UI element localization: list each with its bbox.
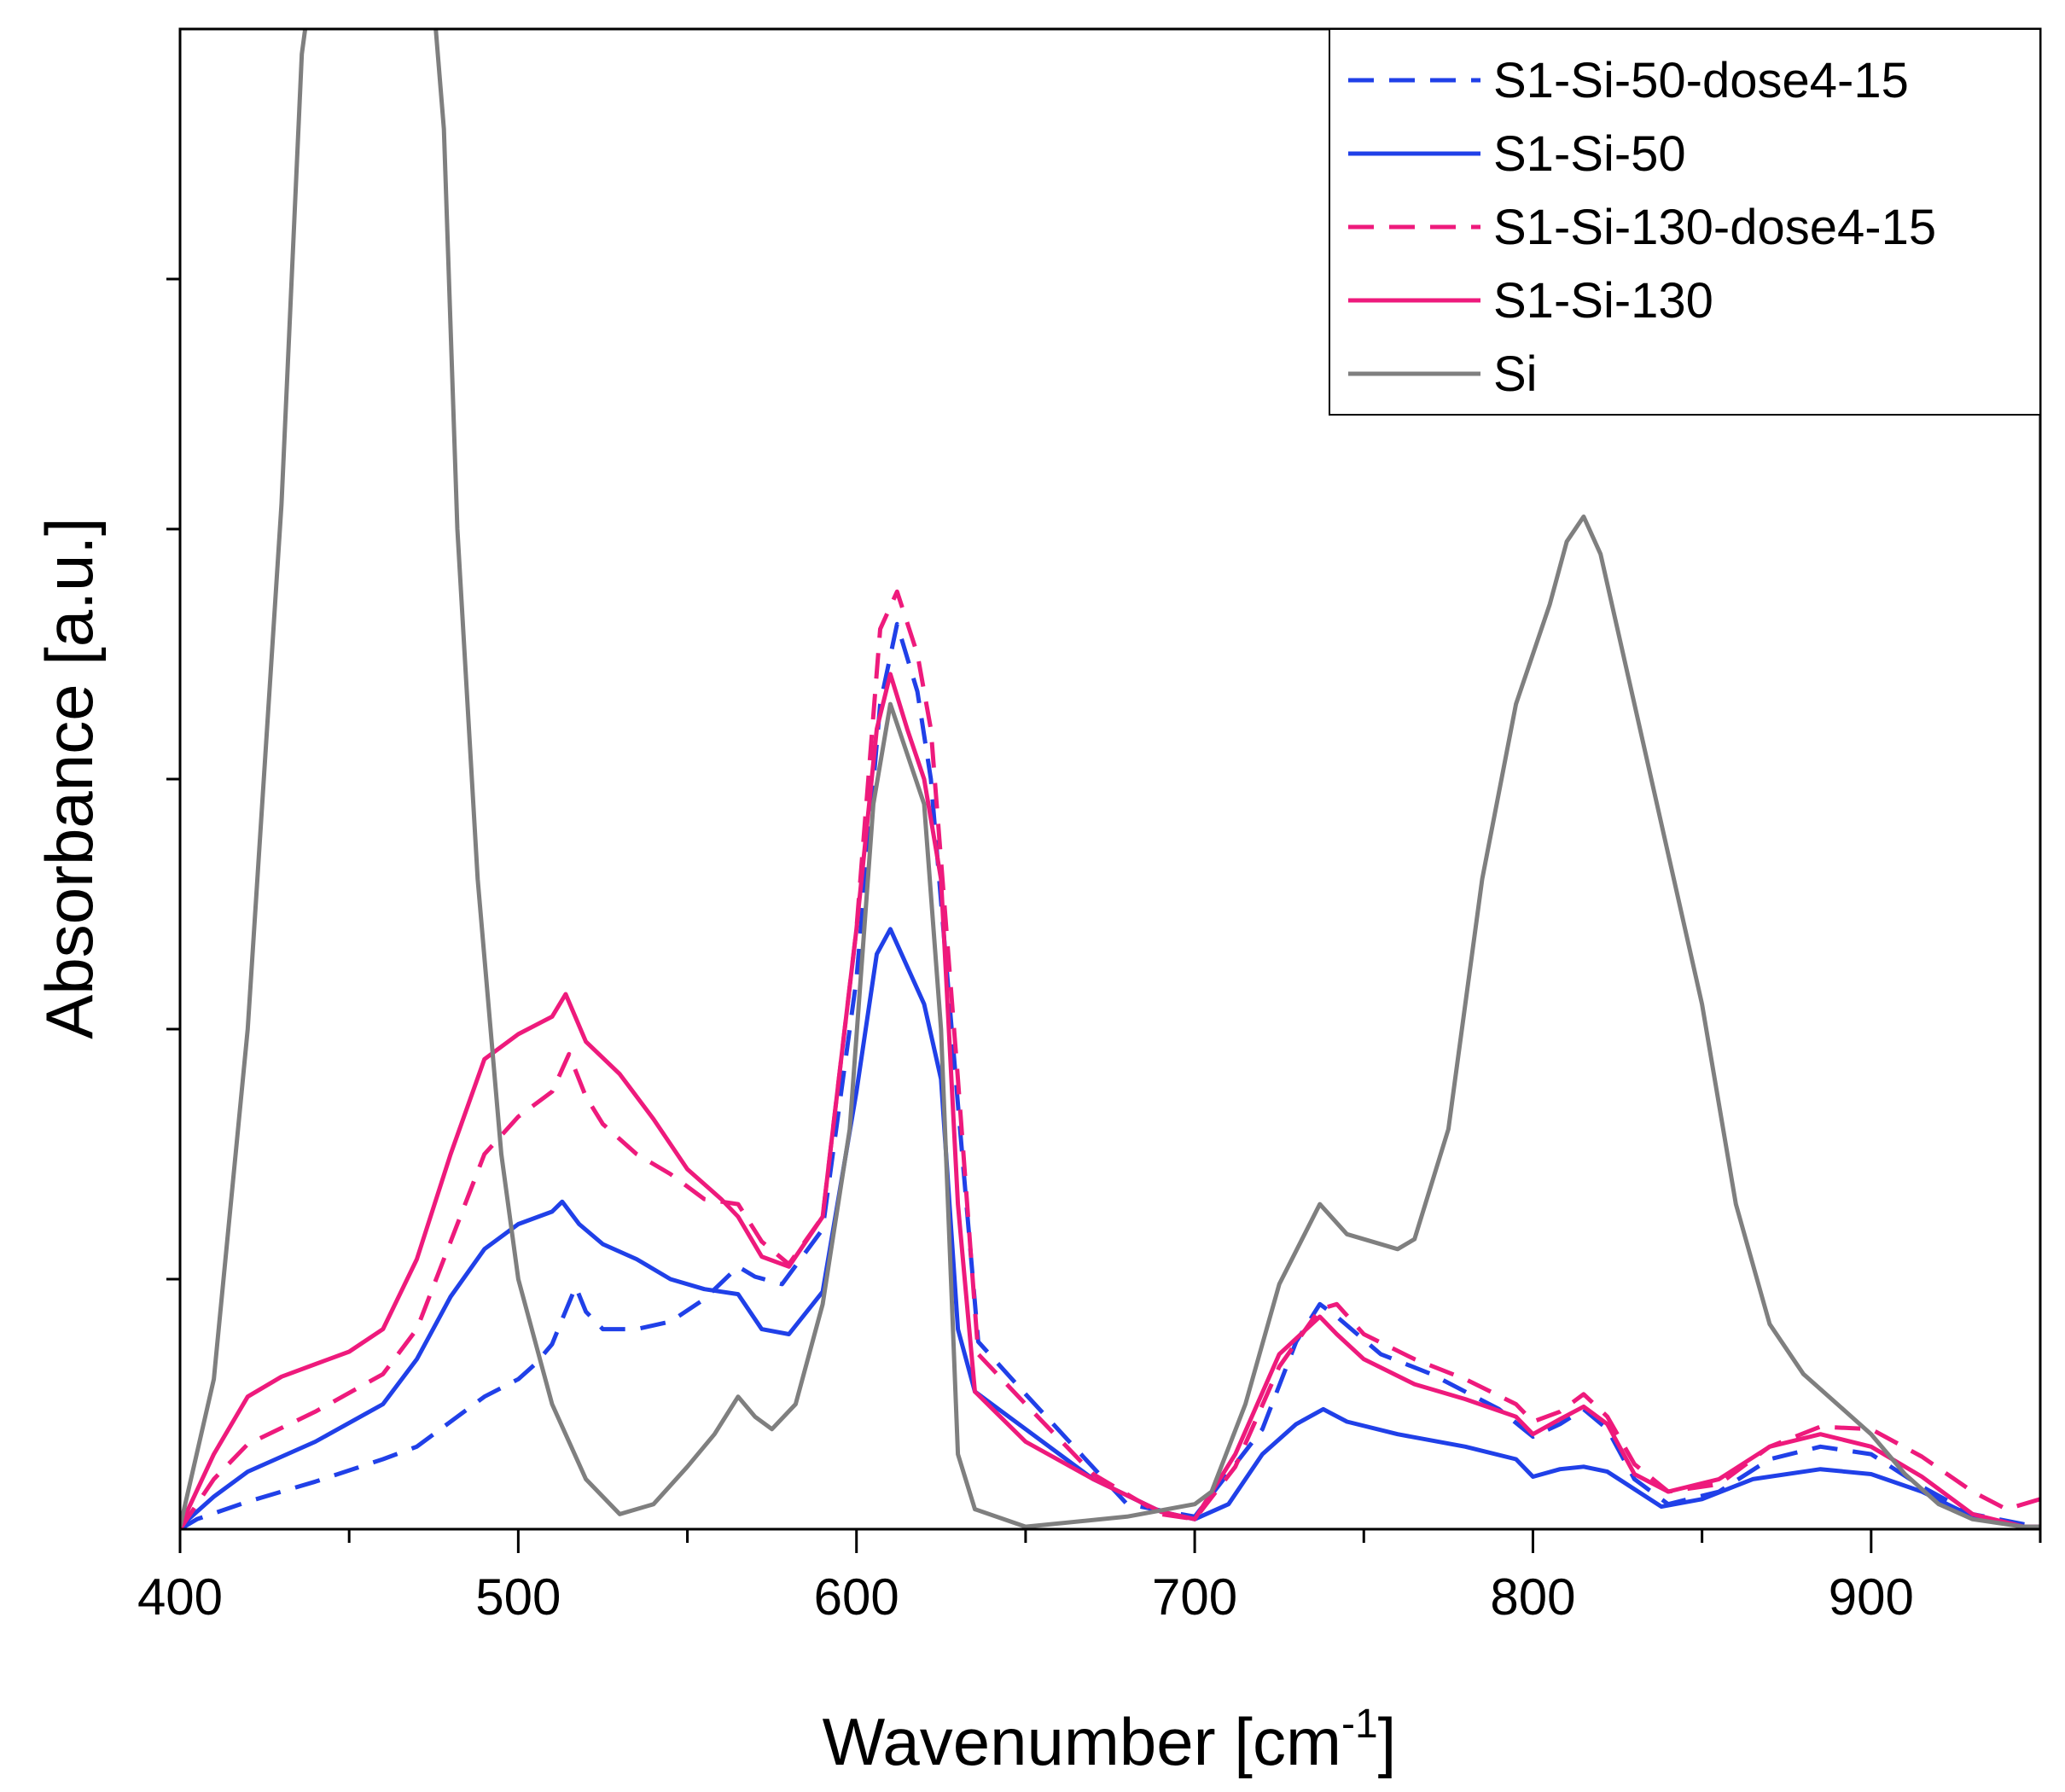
y-axis-ticks [166,277,180,1281]
legend-box [1329,28,2041,416]
x-axis-title: Wavenumber [cm-1] [823,1702,1397,1779]
y-axis-title: Absorbance [a.u.] [32,517,107,1039]
legend-label-si: Si [1493,346,1538,402]
x-axis-ticks: 400 500 600 700 800 900 [137,1529,2042,1626]
legend-label-s1-si-130: S1-Si-130 [1493,273,1713,329]
legend-label-s1-si-50-dose4-15: S1-Si-50-dose4-15 [1493,53,1909,108]
x-tick-label-600: 600 [814,1568,899,1626]
series-group [180,29,2040,1529]
x-tick-label-900: 900 [1829,1568,1914,1626]
series-line-s1-si-50 [180,927,2040,1529]
legend-items: S1-Si-50-dose4-15 S1-Si-50 S1-Si-130-dose4… [1348,53,1936,402]
legend: S1-Si-50-dose4-15 S1-Si-50 S1-Si-130-dose4… [1329,28,2041,416]
x-tick-label-800: 800 [1490,1568,1575,1626]
series-line-si [180,29,2040,1529]
series-line-s1-si-130-dose4-15 [180,589,2040,1529]
x-axis-title-close: ] [1378,1704,1397,1779]
series-line-s1-si-50-dose4-15 [180,621,2040,1529]
x-tick-label-500: 500 [475,1568,561,1626]
x-tick-label-700: 700 [1152,1568,1237,1626]
legend-label-s1-si-130-dose4-15: S1-Si-130-dose4-15 [1493,200,1936,255]
x-axis-title-superscript: -1 [1341,1702,1378,1747]
legend-label-s1-si-50: S1-Si-50 [1493,126,1686,182]
x-tick-label-400: 400 [137,1568,223,1626]
x-axis-title-main: Wavenumber [cm [823,1704,1341,1779]
series-line-s1-si-130 [180,672,2040,1529]
